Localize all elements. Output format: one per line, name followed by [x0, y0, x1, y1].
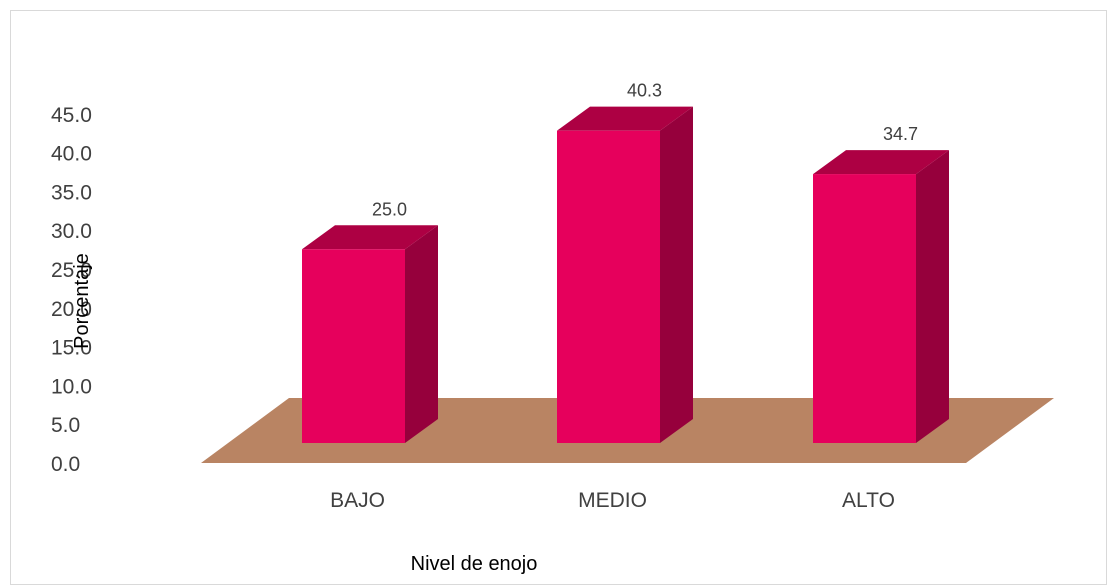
bar-side-face — [405, 225, 438, 443]
bar-bajo — [302, 225, 438, 443]
bar-front-face — [813, 174, 916, 443]
bar-front-face — [302, 249, 405, 443]
y-tick-label: 35.0 — [51, 181, 92, 204]
y-tick-label: 0.0 — [51, 453, 80, 476]
bar-top-face — [557, 106, 693, 131]
bar-side-face — [916, 150, 949, 443]
y-tick-label: 45.0 — [51, 104, 92, 127]
bar-top-face — [813, 150, 949, 175]
y-tick-label: 30.0 — [51, 220, 92, 243]
category-label: BAJO — [330, 489, 385, 512]
y-tick-label: 10.0 — [51, 375, 92, 398]
data-label: 25.0 — [372, 199, 407, 219]
data-label: 40.3 — [627, 81, 662, 101]
data-label: 34.7 — [883, 124, 918, 144]
y-tick-label: 25.0 — [51, 259, 92, 282]
category-label: ALTO — [842, 489, 895, 512]
y-tick-label: 15.0 — [51, 337, 92, 360]
bar-top-face — [302, 225, 438, 250]
chart-svg: 0.0 5.0 10.0 15.0 20.0 25.0 30.0 35.0 40.0 45.0 2… — [51, 81, 1054, 575]
chart-frame: 0.0 5.0 10.0 15.0 20.0 25.0 30.0 35.0 40.0 45.0 2… — [10, 10, 1107, 585]
y-axis-title: Porcentaje — [71, 253, 93, 349]
x-axis-title: Nivel de enojo — [411, 553, 538, 575]
y-tick-label: 5.0 — [51, 414, 80, 437]
y-tick-label: 20.0 — [51, 298, 92, 321]
y-tick-label: 40.0 — [51, 143, 92, 166]
bar-side-face — [660, 106, 693, 444]
bar-medio — [557, 106, 693, 444]
category-label: MEDIO — [578, 489, 647, 512]
bar-front-face — [557, 130, 660, 444]
bar-alto — [813, 150, 949, 443]
